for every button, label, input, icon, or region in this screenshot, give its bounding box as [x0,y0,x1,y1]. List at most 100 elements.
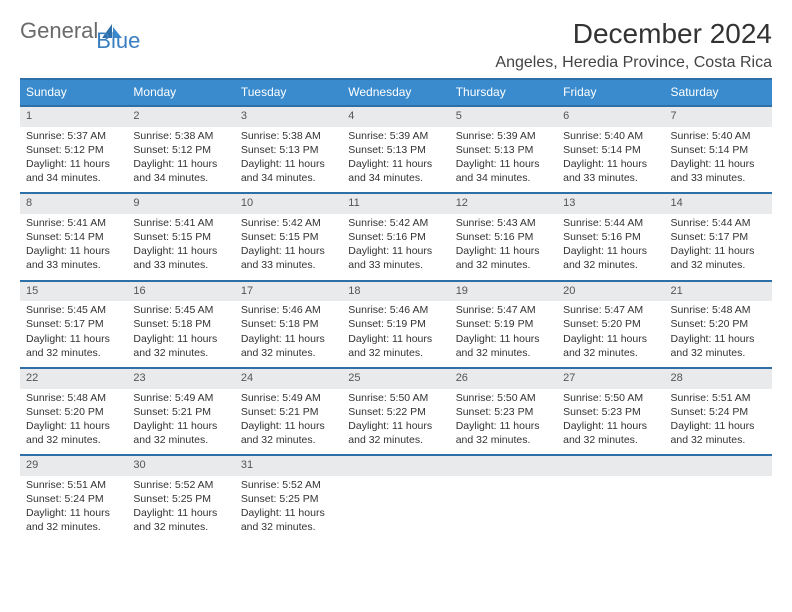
sunset-text: Sunset: 5:22 PM [348,406,443,419]
day-number: 22 [20,369,127,389]
sunset-text: Sunset: 5:25 PM [241,493,336,506]
day-body: Sunrise: 5:51 AMSunset: 5:24 PMDaylight:… [20,476,127,542]
daylight-text-line2: and 32 minutes. [671,259,766,272]
day-number-empty [665,456,772,476]
calendar-day-cell: 23Sunrise: 5:49 AMSunset: 5:21 PMDayligh… [127,368,234,455]
calendar-week-row: 15Sunrise: 5:45 AMSunset: 5:17 PMDayligh… [20,281,772,368]
calendar-table: SundayMondayTuesdayWednesdayThursdayFrid… [20,78,772,541]
sunset-text: Sunset: 5:17 PM [671,231,766,244]
sunrise-text: Sunrise: 5:49 AM [241,392,336,405]
logo: General Blue [20,18,168,44]
sunrise-text: Sunrise: 5:40 AM [671,130,766,143]
calendar-day-cell: 6Sunrise: 5:40 AMSunset: 5:14 PMDaylight… [557,106,664,193]
sunset-text: Sunset: 5:13 PM [241,144,336,157]
sunrise-text: Sunrise: 5:51 AM [26,479,121,492]
day-number: 9 [127,194,234,214]
sunset-text: Sunset: 5:25 PM [133,493,228,506]
sunrise-text: Sunrise: 5:47 AM [456,304,551,317]
day-body: Sunrise: 5:49 AMSunset: 5:21 PMDaylight:… [127,389,234,455]
sunset-text: Sunset: 5:16 PM [563,231,658,244]
calendar-day-cell: 27Sunrise: 5:50 AMSunset: 5:23 PMDayligh… [557,368,664,455]
daylight-text-line2: and 34 minutes. [133,172,228,185]
sunset-text: Sunset: 5:14 PM [671,144,766,157]
sunset-text: Sunset: 5:20 PM [671,318,766,331]
daylight-text-line1: Daylight: 11 hours [456,158,551,171]
daylight-text-line1: Daylight: 11 hours [456,333,551,346]
day-body: Sunrise: 5:51 AMSunset: 5:24 PMDaylight:… [665,389,772,455]
daylight-text-line1: Daylight: 11 hours [133,507,228,520]
sunset-text: Sunset: 5:17 PM [26,318,121,331]
sunrise-text: Sunrise: 5:48 AM [671,304,766,317]
day-number: 12 [450,194,557,214]
sunset-text: Sunset: 5:12 PM [26,144,121,157]
sunset-text: Sunset: 5:16 PM [456,231,551,244]
day-number: 24 [235,369,342,389]
sunrise-text: Sunrise: 5:47 AM [563,304,658,317]
sunrise-text: Sunrise: 5:50 AM [456,392,551,405]
daylight-text-line2: and 32 minutes. [26,434,121,447]
day-body: Sunrise: 5:39 AMSunset: 5:13 PMDaylight:… [450,127,557,193]
day-number: 19 [450,282,557,302]
day-body: Sunrise: 5:48 AMSunset: 5:20 PM Daylight:… [665,301,772,367]
sunset-text: Sunset: 5:24 PM [26,493,121,506]
day-body: Sunrise: 5:52 AMSunset: 5:25 PMDaylight:… [235,476,342,542]
sunrise-text: Sunrise: 5:45 AM [133,304,228,317]
day-body-empty [450,476,557,531]
sunset-text: Sunset: 5:14 PM [563,144,658,157]
day-number: 17 [235,282,342,302]
daylight-text-line1: Daylight: 11 hours [563,333,658,346]
calendar-day-cell: 24Sunrise: 5:49 AMSunset: 5:21 PMDayligh… [235,368,342,455]
sunset-text: Sunset: 5:24 PM [671,406,766,419]
day-number: 16 [127,282,234,302]
sunrise-text: Sunrise: 5:50 AM [348,392,443,405]
day-body-empty [557,476,664,531]
calendar-day-cell: 12Sunrise: 5:43 AMSunset: 5:16 PMDayligh… [450,193,557,280]
daylight-text-line1: Daylight: 11 hours [456,420,551,433]
sunrise-text: Sunrise: 5:52 AM [241,479,336,492]
day-number: 8 [20,194,127,214]
calendar-day-cell [450,455,557,541]
day-number: 14 [665,194,772,214]
weekday-header: Wednesday [342,79,449,106]
sunset-text: Sunset: 5:13 PM [456,144,551,157]
sunset-text: Sunset: 5:19 PM [456,318,551,331]
day-body: Sunrise: 5:44 AMSunset: 5:16 PMDaylight:… [557,214,664,280]
sunset-text: Sunset: 5:12 PM [133,144,228,157]
daylight-text-line2: and 34 minutes. [26,172,121,185]
daylight-text-line2: and 33 minutes. [348,259,443,272]
sunrise-text: Sunrise: 5:50 AM [563,392,658,405]
daylight-text-line2: and 32 minutes. [133,434,228,447]
calendar-day-cell: 18Sunrise: 5:46 AMSunset: 5:19 PMDayligh… [342,281,449,368]
calendar-day-cell: 14Sunrise: 5:44 AMSunset: 5:17 PMDayligh… [665,193,772,280]
calendar-day-cell: 7Sunrise: 5:40 AMSunset: 5:14 PMDaylight… [665,106,772,193]
sunrise-text: Sunrise: 5:45 AM [26,304,121,317]
sunrise-text: Sunrise: 5:51 AM [671,392,766,405]
calendar-day-cell: 30Sunrise: 5:52 AMSunset: 5:25 PMDayligh… [127,455,234,541]
calendar-week-row: 29Sunrise: 5:51 AMSunset: 5:24 PMDayligh… [20,455,772,541]
day-number: 15 [20,282,127,302]
sunset-text: Sunset: 5:13 PM [348,144,443,157]
day-number: 6 [557,107,664,127]
calendar-week-row: 8Sunrise: 5:41 AMSunset: 5:14 PMDaylight… [20,193,772,280]
calendar-day-cell: 22Sunrise: 5:48 AMSunset: 5:20 PMDayligh… [20,368,127,455]
day-body: Sunrise: 5:49 AMSunset: 5:21 PMDaylight:… [235,389,342,455]
weekday-header: Sunday [20,79,127,106]
daylight-text-line2: and 32 minutes. [563,259,658,272]
sunrise-text: Sunrise: 5:39 AM [348,130,443,143]
daylight-text-line1: Daylight: 11 hours [671,333,766,346]
calendar-day-cell: 10Sunrise: 5:42 AMSunset: 5:15 PMDayligh… [235,193,342,280]
calendar-day-cell: 31Sunrise: 5:52 AMSunset: 5:25 PMDayligh… [235,455,342,541]
day-number: 20 [557,282,664,302]
daylight-text-line1: Daylight: 11 hours [348,158,443,171]
day-body: Sunrise: 5:50 AMSunset: 5:22 PMDaylight:… [342,389,449,455]
daylight-text-line2: and 33 minutes. [241,259,336,272]
day-body: Sunrise: 5:42 AMSunset: 5:15 PMDaylight:… [235,214,342,280]
sunrise-text: Sunrise: 5:44 AM [563,217,658,230]
daylight-text-line2: and 32 minutes. [563,434,658,447]
calendar-day-cell: 5Sunrise: 5:39 AMSunset: 5:13 PMDaylight… [450,106,557,193]
calendar-day-cell [665,455,772,541]
day-number: 18 [342,282,449,302]
day-number: 1 [20,107,127,127]
location-subtitle: Angeles, Heredia Province, Costa Rica [495,54,772,72]
sunset-text: Sunset: 5:23 PM [563,406,658,419]
